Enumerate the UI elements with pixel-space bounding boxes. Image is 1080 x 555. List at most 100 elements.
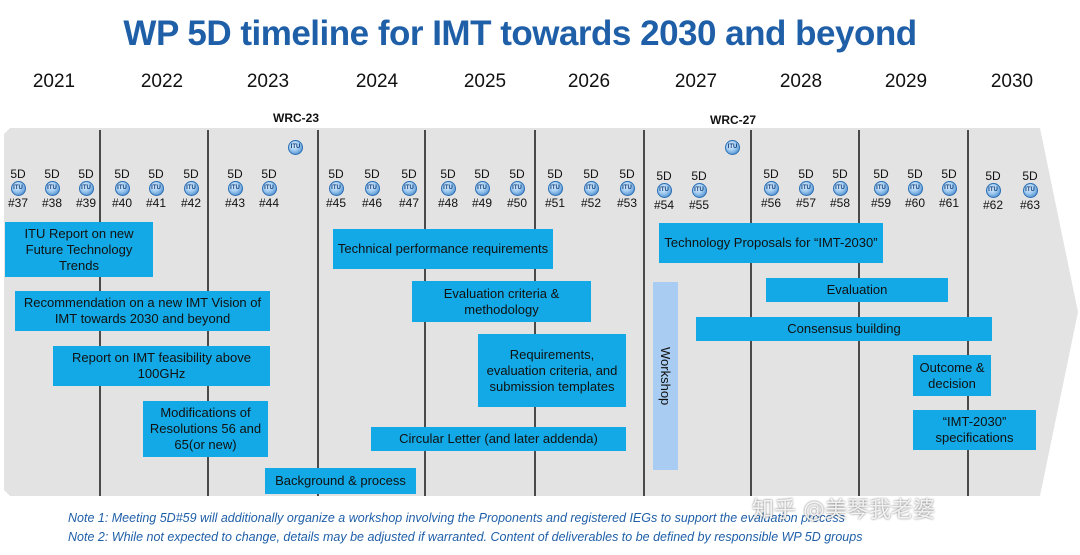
itu-logo-icon: ITU — [227, 181, 243, 196]
meeting-prefix: 5D — [114, 167, 130, 181]
meeting-prefix: 5D — [227, 167, 243, 181]
itu-logo-icon: ITU — [509, 181, 525, 196]
meeting-number: #39 — [75, 196, 97, 210]
meeting-number: #45 — [325, 196, 347, 210]
itu-logo-icon: ITU — [78, 181, 94, 196]
meeting-54: 5D ITU #54 — [644, 170, 684, 212]
meeting-prefix: 5D — [798, 167, 814, 181]
meeting-prefix: 5D — [261, 167, 277, 181]
meeting-number: #52 — [580, 196, 602, 210]
itu-logo-icon: ITU — [261, 181, 277, 196]
itu-logo-icon: ITU — [148, 181, 164, 196]
meeting-prefix: 5D — [907, 167, 923, 181]
wrc-23-itu-logo-icon: ITU — [288, 140, 303, 155]
meeting-number: #37 — [7, 196, 29, 210]
meeting-55: 5D ITU #55 — [679, 170, 719, 212]
itu-logo-icon: ITU — [10, 181, 26, 196]
meeting-43: 5D ITU #43 — [215, 168, 255, 210]
watermark: 知乎 @美琴我老婆 — [752, 498, 935, 523]
year-label-2021: 2021 — [32, 71, 76, 92]
itu-logo-icon: ITU — [583, 181, 599, 196]
box-evaluation-criteria-methodology: Evaluation criteria & methodology — [412, 281, 591, 322]
year-label-2027: 2027 — [674, 71, 718, 92]
box-consensus-building: Consensus building — [696, 317, 992, 341]
meeting-37: 5D ITU #37 — [0, 168, 38, 210]
meeting-44: 5D ITU #44 — [249, 168, 289, 210]
meeting-number: #42 — [180, 196, 202, 210]
itu-logo-icon: ITU — [907, 181, 923, 196]
meeting-prefix: 5D — [78, 167, 94, 181]
meeting-number: #59 — [870, 196, 892, 210]
meeting-prefix: 5D — [401, 167, 417, 181]
meeting-prefix: 5D — [1022, 169, 1038, 183]
meeting-number: #43 — [224, 196, 246, 210]
meeting-prefix: 5D — [941, 167, 957, 181]
meeting-prefix: 5D — [183, 167, 199, 181]
box-evaluation: Evaluation — [766, 278, 948, 302]
note-1: Note 1: Meeting 5D#59 will additionally … — [68, 511, 845, 525]
meeting-39: 5D ITU #39 — [66, 168, 106, 210]
meeting-prefix: 5D — [763, 167, 779, 181]
wrc-23-label: WRC-23 — [272, 111, 320, 125]
meeting-46: 5D ITU #46 — [352, 168, 392, 210]
meeting-prefix: 5D — [619, 167, 635, 181]
box-itu-report-future-tech-trends: ITU Report on new Future Technology Tren… — [5, 222, 153, 277]
itu-logo-icon: ITU — [832, 181, 848, 196]
meeting-number: #47 — [398, 196, 420, 210]
meeting-number: #53 — [616, 196, 638, 210]
meeting-number: #55 — [688, 198, 710, 212]
meeting-prefix: 5D — [656, 169, 672, 183]
box-imt-feasibility-100ghz: Report on IMT feasibility above 100GHz — [53, 346, 270, 386]
meeting-number: #48 — [437, 196, 459, 210]
meeting-number: #50 — [506, 196, 528, 210]
meeting-51: 5D ITU #51 — [535, 168, 575, 210]
meeting-45: 5D ITU #45 — [316, 168, 356, 210]
itu-logo-icon: ITU — [798, 181, 814, 196]
box-resolutions-56-65: Modifications of Resolutions 56 and 65(o… — [143, 401, 268, 457]
divider-2029-2030 — [967, 130, 969, 496]
divider-2026-2027 — [643, 130, 645, 496]
itu-logo-icon: ITU — [44, 181, 60, 196]
meeting-number: #38 — [41, 196, 63, 210]
meeting-62: 5D ITU #62 — [973, 170, 1013, 212]
year-label-2026: 2026 — [567, 71, 611, 92]
box-imt-2030-specifications: “IMT-2030” specifications — [913, 410, 1036, 450]
itu-logo-icon: ITU — [619, 181, 635, 196]
divider-2028-2029 — [858, 130, 860, 496]
meeting-58: 5D ITU #58 — [820, 168, 860, 210]
meeting-60: 5D ITU #60 — [895, 168, 935, 210]
box-outcome-decision: Outcome & decision — [913, 355, 991, 396]
year-label-2022: 2022 — [140, 71, 184, 92]
meeting-number: #56 — [760, 196, 782, 210]
note-2: Note 2: While not expected to change, de… — [68, 530, 863, 544]
meeting-48: 5D ITU #48 — [428, 168, 468, 210]
meeting-59: 5D ITU #59 — [861, 168, 901, 210]
year-label-2028: 2028 — [779, 71, 823, 92]
itu-logo-icon: ITU — [183, 181, 199, 196]
year-label-2025: 2025 — [463, 71, 507, 92]
itu-logo-icon: ITU — [114, 181, 130, 196]
meeting-prefix: 5D — [509, 167, 525, 181]
meeting-prefix: 5D — [985, 169, 1001, 183]
meeting-prefix: 5D — [583, 167, 599, 181]
meeting-number: #62 — [982, 198, 1004, 212]
divider-2027-2028 — [750, 130, 752, 496]
box-imt-vision-recommendation: Recommendation on a new IMT Vision of IM… — [15, 291, 270, 331]
meeting-prefix: 5D — [873, 167, 889, 181]
meeting-49: 5D ITU #49 — [462, 168, 502, 210]
box-requirements-templates: Requirements, evaluation criteria, and s… — [478, 334, 626, 407]
year-label-2024: 2024 — [355, 71, 399, 92]
year-label-2030: 2030 — [990, 71, 1034, 92]
year-label-2023: 2023 — [246, 71, 290, 92]
meeting-number: #58 — [829, 196, 851, 210]
workshop-bar: Workshop — [653, 282, 678, 470]
itu-logo-icon: ITU — [656, 183, 672, 198]
meeting-prefix: 5D — [148, 167, 164, 181]
meeting-number: #54 — [653, 198, 675, 212]
box-circular-letter: Circular Letter (and later addenda) — [371, 427, 626, 451]
itu-logo-icon: ITU — [364, 181, 380, 196]
meeting-56: 5D ITU #56 — [751, 168, 791, 210]
itu-logo-icon: ITU — [328, 181, 344, 196]
meeting-number: #61 — [938, 196, 960, 210]
year-label-2029: 2029 — [884, 71, 928, 92]
